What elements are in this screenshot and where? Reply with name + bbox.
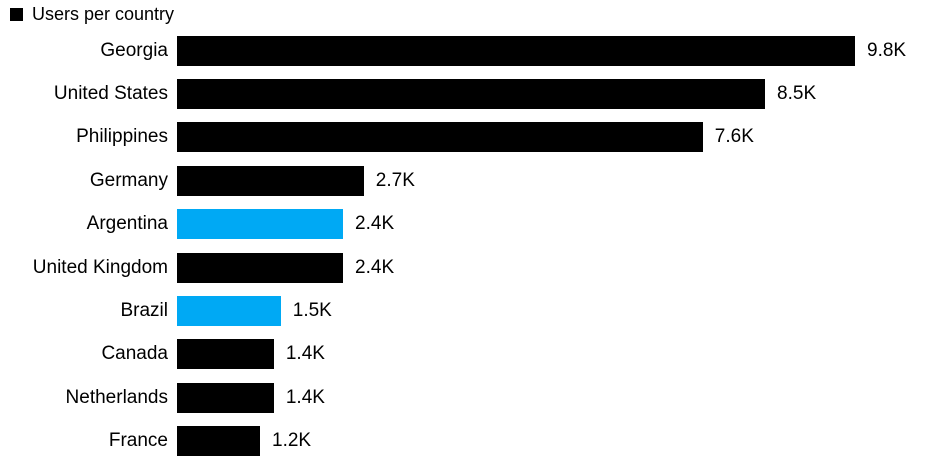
category-label: Canada	[101, 343, 168, 365]
bar-track: 8.5K	[177, 72, 930, 115]
bar-track: 1.4K	[177, 333, 930, 376]
value-label: 2.7K	[375, 169, 415, 191]
bar	[177, 122, 703, 153]
legend: Users per country	[0, 0, 930, 25]
category-label: Brazil	[120, 300, 168, 322]
legend-label: Users per country	[32, 4, 175, 24]
bar-track: 1.5K	[177, 289, 930, 332]
bar	[177, 79, 766, 110]
bar	[177, 209, 344, 240]
value-label: 1.2K	[272, 430, 312, 452]
bar-row: United States 8.5K	[0, 72, 930, 115]
bar	[177, 382, 274, 413]
category-label: United Kingdom	[32, 256, 168, 278]
bar-row: Canada 1.4K	[0, 333, 930, 376]
value-label: 7.6K	[714, 126, 754, 148]
bar-row: France 1.2K	[0, 420, 930, 463]
bar-track: 1.2K	[177, 420, 930, 463]
category-label: Georgia	[100, 39, 168, 61]
value-label: 2.4K	[355, 213, 395, 235]
bar-row: Philippines 7.6K	[0, 116, 930, 159]
bar	[177, 252, 344, 283]
category-label: Philippines	[76, 126, 168, 148]
bar	[177, 339, 274, 370]
value-label: 2.4K	[355, 256, 395, 278]
category-label: Argentina	[86, 213, 168, 235]
bar-track: 2.4K	[177, 203, 930, 246]
value-label: 1.4K	[285, 343, 325, 365]
bar-track: 7.6K	[177, 116, 930, 159]
legend-swatch-icon	[10, 7, 23, 21]
value-label: 9.8K	[867, 39, 907, 61]
bar-row: Argentina 2.4K	[0, 203, 930, 246]
bar-track: 2.4K	[177, 246, 930, 289]
bar-track: 2.7K	[177, 159, 930, 202]
bar-rows: Georgia 9.8K United States 8.5K Philippi…	[0, 29, 930, 463]
bar-row: Brazil 1.5K	[0, 289, 930, 332]
bar-row: Georgia 9.8K	[0, 29, 930, 72]
bar	[177, 165, 364, 196]
value-label: 8.5K	[777, 83, 817, 105]
bar-track: 9.8K	[177, 29, 930, 72]
value-label: 1.4K	[285, 386, 325, 408]
bar-row: Netherlands 1.4K	[0, 376, 930, 419]
bar-row: United Kingdom 2.4K	[0, 246, 930, 289]
value-label: 1.5K	[292, 300, 332, 322]
category-label: Germany	[89, 169, 168, 191]
bar	[177, 35, 855, 66]
bar-track: 1.4K	[177, 376, 930, 419]
bar	[177, 296, 281, 327]
bar	[177, 426, 261, 457]
category-label: Netherlands	[65, 386, 168, 408]
bar-row: Germany 2.7K	[0, 159, 930, 202]
category-label: France	[108, 430, 168, 452]
category-label: United States	[53, 83, 168, 105]
